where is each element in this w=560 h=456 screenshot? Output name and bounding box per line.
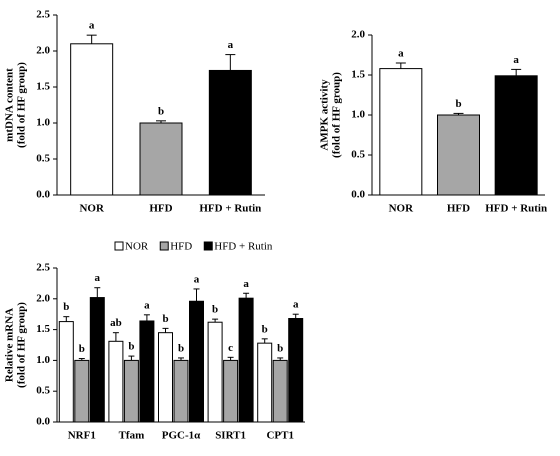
x-tick-label: Tfam: [119, 430, 145, 442]
bar: [207, 321, 223, 423]
significance-letter: a: [228, 39, 234, 51]
y-tick-label: 1.5: [351, 69, 365, 81]
y-tick-label: 0.0: [351, 189, 365, 201]
x-tick-label: CPT1: [266, 430, 294, 442]
significance-letter: b: [128, 341, 134, 353]
significance-letter: b: [262, 323, 268, 335]
y-axis-label: (fold of HF group): [16, 62, 28, 148]
y-tick-label: 2.0: [36, 45, 50, 57]
bar: [272, 359, 288, 423]
significance-letter: b: [212, 304, 218, 316]
x-tick-label: PGC-1α: [162, 430, 201, 442]
y-tick-label: 0.0: [36, 189, 50, 201]
x-tick-label: NOR: [79, 203, 105, 215]
bar: [223, 359, 239, 423]
bar: [74, 359, 90, 423]
legend-label: HFD + Rutin: [214, 241, 273, 253]
significance-letter: a: [398, 48, 404, 60]
x-tick-label: HFD + Rutin: [485, 203, 547, 215]
y-tick-label: 1.0: [351, 109, 365, 121]
y-tick-label: 0.0: [36, 416, 50, 428]
y-tick-label: 2.5: [36, 9, 50, 21]
significance-letter: b: [277, 342, 283, 354]
significance-letter: a: [513, 54, 519, 66]
bar: [238, 297, 254, 423]
x-tick-label: HFD: [149, 203, 172, 215]
y-axis-label: (fold of HF group): [331, 72, 343, 158]
x-tick-label: HFD + Rutin: [199, 203, 261, 215]
y-axis-label: Relative mRNA: [4, 308, 16, 382]
significance-letter: b: [79, 343, 85, 355]
legend-swatch: [159, 241, 169, 251]
y-tick-label: 1.5: [36, 323, 50, 335]
significance-letter: ab: [110, 317, 122, 329]
y-tick-label: 0.5: [36, 385, 50, 397]
bar: [58, 321, 74, 423]
significance-letter: a: [144, 299, 150, 311]
bar: [158, 332, 173, 423]
x-tick-label: HFD: [447, 203, 470, 215]
bar: [257, 342, 273, 423]
significance-letter: a: [95, 272, 101, 284]
significance-letter: b: [455, 98, 461, 110]
significance-letter: a: [194, 273, 200, 285]
y-tick-label: 2.0: [36, 292, 50, 304]
x-tick-label: NOR: [389, 203, 415, 215]
legend-swatch: [203, 241, 213, 251]
bar: [123, 359, 139, 423]
bar: [70, 43, 114, 196]
significance-letter: a: [243, 278, 249, 290]
y-axis-label: AMPK activity: [319, 79, 331, 151]
significance-letter: c: [228, 342, 233, 354]
y-tick-label: 0.5: [351, 149, 365, 161]
bar: [89, 297, 105, 423]
y-tick-label: 0.5: [36, 153, 50, 165]
legend-label: NOR: [125, 241, 149, 253]
bar: [189, 300, 204, 423]
bar: [108, 340, 124, 423]
y-axis-label: mtDNA content: [4, 68, 16, 142]
legend-swatch: [114, 241, 124, 251]
bar: [139, 320, 155, 423]
bar: [139, 122, 183, 196]
significance-letter: a: [89, 20, 95, 32]
bar: [379, 68, 423, 196]
bar: [173, 359, 189, 423]
significance-letter: a: [293, 299, 299, 311]
bar: [494, 75, 538, 196]
y-tick-label: 2.0: [351, 29, 365, 41]
bar: [208, 69, 252, 196]
significance-letter: b: [63, 301, 69, 313]
y-tick-label: 2.5: [36, 262, 50, 274]
legend-label: HFD: [170, 241, 192, 253]
y-tick-label: 1.5: [36, 81, 50, 93]
bar: [288, 318, 304, 423]
significance-letter: b: [178, 342, 184, 354]
y-tick-label: 1.0: [36, 117, 50, 129]
x-tick-label: SIRT1: [215, 430, 246, 442]
bar: [437, 114, 480, 196]
y-tick-label: 1.0: [36, 354, 50, 366]
y-axis-label: (fold of HF group): [16, 302, 28, 388]
significance-letter: b: [162, 313, 168, 325]
x-tick-label: NRF1: [68, 430, 96, 442]
significance-letter: b: [158, 105, 164, 117]
